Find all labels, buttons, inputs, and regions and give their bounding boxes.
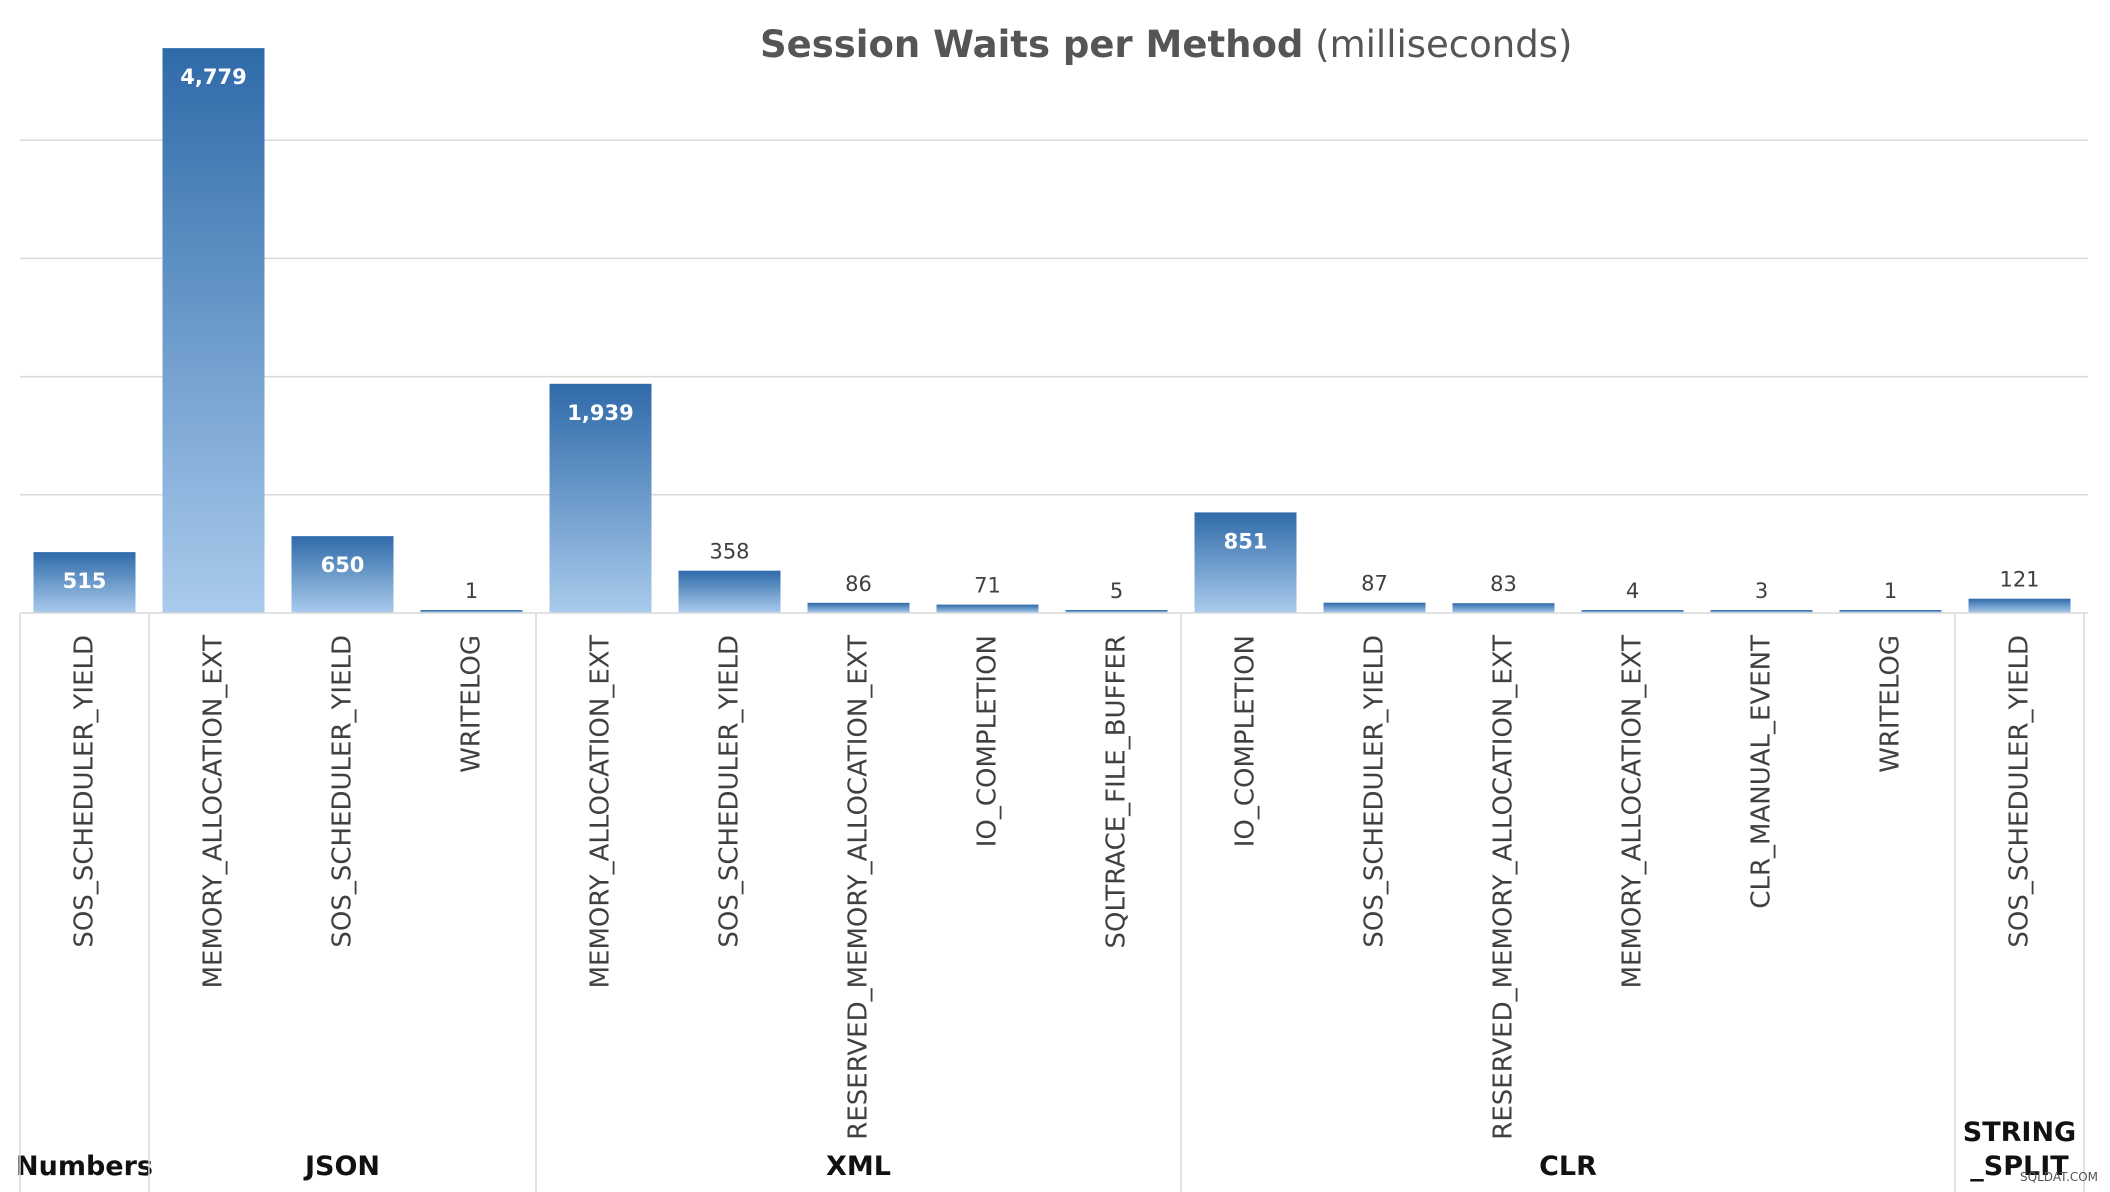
- category-label: MEMORY_ALLOCATION_EXT: [1618, 635, 1648, 989]
- group-label: Numbers: [16, 1151, 153, 1182]
- group-label: JSON: [303, 1151, 380, 1182]
- category-label: MEMORY_ALLOCATION_EXT: [586, 635, 616, 989]
- data-label: 358: [709, 540, 749, 564]
- category-label: SOS_SCHEDULER_YIELD: [328, 635, 358, 948]
- group-label: CLR: [1539, 1151, 1597, 1182]
- category-label: CLR_MANUAL_EVENT: [1747, 635, 1777, 909]
- data-label: 121: [1999, 568, 2039, 592]
- category-label: IO_COMPLETION: [973, 635, 1003, 847]
- data-label: 1: [1884, 579, 1897, 603]
- group-label: XML: [826, 1151, 891, 1182]
- category-label: SQLTRACE_FILE_BUFFER: [1102, 635, 1132, 949]
- bar-json-memory-allocation-ext: [162, 48, 265, 614]
- bar-xml-io-completion: [936, 604, 1039, 613]
- category-label: SOS_SCHEDULER_YIELD: [2005, 635, 2035, 948]
- category-label: MEMORY_ALLOCATION_EXT: [199, 635, 229, 989]
- bar-json-sos-scheduler-yield: [291, 536, 394, 613]
- bar-xml-memory-allocation-ext: [549, 383, 652, 613]
- data-label: 83: [1490, 572, 1517, 596]
- bar-clr-writelog: [1839, 610, 1942, 613]
- data-label: 4: [1626, 579, 1639, 603]
- bar-xml-reserved-memory-allocation-ext: [807, 602, 910, 613]
- data-label: 851: [1224, 529, 1268, 553]
- category-label: SOS_SCHEDULER_YIELD: [715, 635, 745, 948]
- bar-numbers-sos-scheduler-yield: [33, 552, 136, 613]
- data-label: 5: [1110, 579, 1123, 603]
- bar-clr-sos-scheduler-yield: [1323, 602, 1426, 613]
- chart-title: Session Waits per Method (milliseconds): [760, 20, 1572, 70]
- category-label: RESERVED_MEMORY_ALLOCATION_EXT: [1489, 635, 1519, 1140]
- bars: 515 4,779 650 1 1,939 358 86 71 5 851 87 83 4 3 1 121: [33, 48, 2071, 614]
- data-label: 650: [321, 553, 365, 577]
- category-label: RESERVED_MEMORY_ALLOCATION_EXT: [844, 635, 874, 1140]
- bar-string-split-sos-scheduler-yield: [1968, 598, 2071, 613]
- data-label: 1: [465, 579, 478, 603]
- bar-clr-clr-manual-event: [1710, 610, 1813, 613]
- category-axis: SOS_SCHEDULER_YIELD Numbers MEMORY_ALLOCAT…: [16, 612, 2088, 1192]
- data-label: 71: [974, 574, 1001, 598]
- group-label: STRING: [1963, 1117, 2076, 1148]
- bar-xml-sos-scheduler-yield: [678, 570, 781, 613]
- data-label: 86: [845, 572, 872, 596]
- category-label: WRITELOG: [1876, 635, 1906, 773]
- data-label: 3: [1755, 579, 1768, 603]
- data-label: 4,779: [180, 65, 246, 89]
- bar-xml-sqltrace-file-buffer: [1065, 610, 1168, 613]
- data-label: 87: [1361, 572, 1388, 596]
- category-label: IO_COMPLETION: [1231, 635, 1261, 847]
- bar-clr-io-completion: [1194, 512, 1297, 613]
- data-label: 1,939: [567, 401, 633, 425]
- bar-json-writelog: [420, 610, 523, 613]
- group-label: _SPLIT: [1970, 1151, 2069, 1182]
- chart-title-unit: (milliseconds): [1315, 23, 1573, 66]
- data-label: 515: [63, 569, 107, 593]
- bar-clr-memory-allocation-ext: [1581, 610, 1684, 613]
- gridlines: [20, 139, 2088, 496]
- chart-title-main: Session Waits per Method: [760, 23, 1304, 66]
- watermark: SQLDAT.COM: [2020, 1170, 2098, 1184]
- category-label: WRITELOG: [457, 635, 487, 773]
- bar-clr-reserved-memory-allocation-ext: [1452, 603, 1555, 613]
- category-label: SOS_SCHEDULER_YIELD: [70, 635, 100, 948]
- category-label: SOS_SCHEDULER_YIELD: [1360, 635, 1390, 948]
